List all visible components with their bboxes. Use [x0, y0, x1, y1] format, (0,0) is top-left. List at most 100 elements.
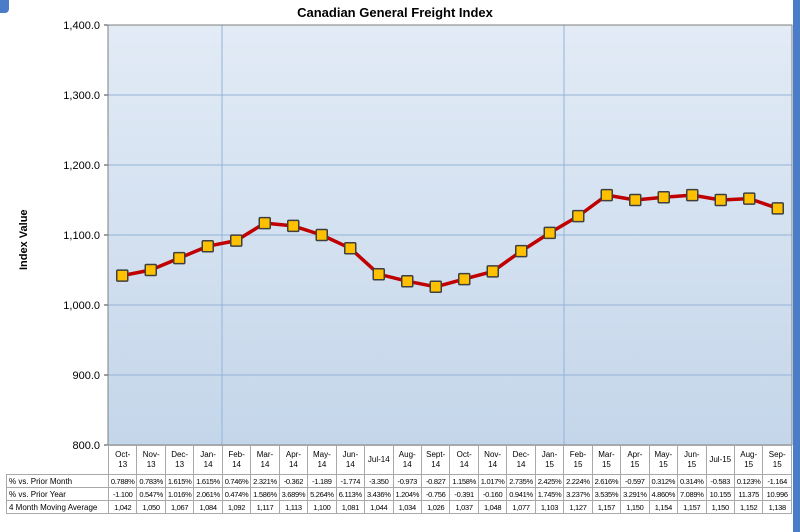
value-cell: -0.391	[449, 487, 479, 501]
month-header-cell: Jun- 14	[335, 445, 366, 475]
value-cell: 1,034	[392, 500, 422, 514]
data-point-marker	[657, 190, 670, 204]
data-point-marker	[572, 209, 585, 223]
month-header-cell: Jul-15	[705, 445, 735, 475]
value-cell: -1.100	[107, 487, 138, 501]
value-cell: 0.314%	[677, 474, 707, 488]
value-cell: 1,044	[364, 500, 394, 514]
value-cell: 6.113%	[335, 487, 366, 501]
month-header-cell: Jul-14	[364, 445, 394, 475]
value-cell: 1,084	[193, 500, 223, 514]
value-cell: -1.189	[307, 474, 337, 488]
value-cell: -0.973	[392, 474, 422, 488]
month-header-cell: Sep- 15	[762, 445, 792, 475]
data-point-marker	[201, 239, 214, 253]
y-tick-label: 1,400.0	[63, 20, 100, 32]
month-header-cell: Apr- 14	[278, 445, 309, 475]
month-header-cell: Dec- 13	[164, 445, 195, 475]
value-cell: 0.312%	[648, 474, 679, 488]
data-point-marker	[429, 280, 442, 294]
value-cell: 2.061%	[193, 487, 223, 501]
value-cell: -0.160	[477, 487, 508, 501]
value-cell: 0.788%	[107, 474, 138, 488]
data-point-marker	[714, 193, 727, 207]
table-row: % vs. Prior Year -1.100 0.547% 1.016% 2.061%…	[6, 487, 792, 501]
month-header-cell: Oct- 14	[449, 445, 479, 475]
chart-title: Canadian General Freight Index	[297, 5, 493, 20]
data-point-marker	[287, 219, 300, 233]
y-tick-label: 1,100.0	[63, 230, 100, 242]
value-cell: 1,138	[762, 500, 792, 514]
value-cell: -0.362	[278, 474, 309, 488]
value-cell: 1,117	[250, 500, 280, 514]
value-cell: -1.774	[335, 474, 366, 488]
value-cell: 2.616%	[591, 474, 622, 488]
data-point-marker	[230, 234, 243, 247]
value-cell: 7.089%	[677, 487, 707, 501]
value-cell: 0.123%	[733, 474, 764, 488]
window-corner-accent	[0, 0, 9, 13]
y-tick-label: 800.0	[72, 440, 100, 452]
data-point-marker	[629, 193, 642, 207]
value-cell: 3.689%	[278, 487, 309, 501]
y-axis-title: Index Value	[18, 209, 30, 270]
value-cell: 1,154	[648, 500, 679, 514]
value-cell: 1.158%	[449, 474, 479, 488]
month-header-cell: Nov- 13	[136, 445, 166, 475]
value-cell: 0.474%	[221, 487, 252, 501]
value-cell: 1,150	[620, 500, 650, 514]
value-cell: 1.016%	[164, 487, 195, 501]
value-cell: 1,092	[221, 500, 252, 514]
value-cell: 1,067	[164, 500, 195, 514]
month-header-cell: Jun- 15	[677, 445, 707, 475]
month-header-cell: Apr- 15	[620, 445, 650, 475]
value-cell: 1.017%	[477, 474, 508, 488]
value-cell: 0.941%	[506, 487, 536, 501]
value-cell: 2.425%	[534, 474, 565, 488]
data-point-marker	[543, 226, 556, 240]
value-cell: 1.615%	[164, 474, 195, 488]
value-cell: 3.535%	[591, 487, 622, 501]
value-cell: 1,150	[705, 500, 735, 514]
value-cell: 3.436%	[364, 487, 394, 501]
value-cell: 10.155	[705, 487, 735, 501]
y-tick-label: 1,000.0	[63, 300, 100, 312]
value-cell: 1.586%	[250, 487, 280, 501]
data-point-marker	[372, 267, 385, 281]
value-cell: 3.291%	[620, 487, 650, 501]
value-cell: 1,100	[307, 500, 337, 514]
data-point-marker	[686, 188, 699, 202]
value-cell: 2.224%	[563, 474, 593, 488]
month-header-cell: May- 15	[648, 445, 679, 475]
table-row: % vs. Prior Month 0.788% 0.783% 1.615% 1.615…	[6, 474, 792, 488]
month-header-cell: Aug- 15	[733, 445, 764, 475]
month-header-cell: Feb- 15	[563, 445, 593, 475]
data-point-marker	[600, 188, 613, 202]
data-point-marker	[458, 272, 471, 286]
data-point-marker	[401, 274, 414, 288]
data-point-marker	[144, 263, 157, 277]
value-cell: 1,026	[420, 500, 451, 514]
window-edge-strip	[793, 0, 800, 532]
value-cell: 1,103	[534, 500, 565, 514]
freight-index-line-chart: 1,400.0 1,300.0 1,200.0 1,100.0 1,000.0 900.0…	[63, 20, 793, 452]
value-cell: -3.350	[364, 474, 394, 488]
data-point-marker	[258, 216, 271, 230]
value-cell: 0.547%	[136, 487, 166, 501]
value-cell: 1,127	[563, 500, 593, 514]
month-header-cell: Jan- 14	[193, 445, 223, 475]
value-cell: 1.615%	[193, 474, 223, 488]
data-point-marker	[486, 265, 499, 278]
data-point-marker	[173, 251, 186, 265]
month-header-cell: Aug- 14	[392, 445, 422, 475]
row-label-cell: 4 Month Moving Average	[6, 500, 109, 514]
month-header-cell: Feb- 14	[221, 445, 252, 475]
value-cell: 1,048	[477, 500, 508, 514]
data-point-marker	[771, 202, 784, 215]
row-label-cell: % vs. Prior Month	[6, 474, 109, 488]
plot-area: 1,400.0 1,300.0 1,200.0 1,100.0 1,000.0 900.0…	[63, 20, 793, 452]
data-point-marker	[743, 192, 756, 205]
chart-data-table: Oct- 13 Nov- 13 Dec- 13 Jan- 14 Feb- 14 Mar- 14 Apr-…	[6, 445, 792, 514]
value-cell: 1,050	[136, 500, 166, 514]
